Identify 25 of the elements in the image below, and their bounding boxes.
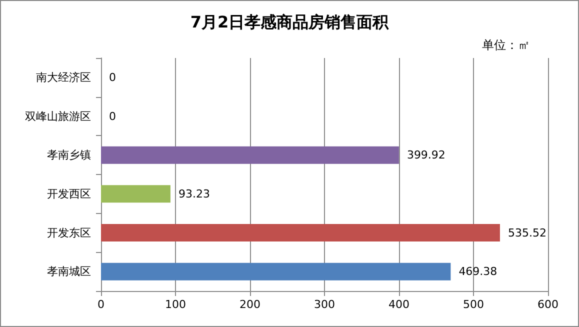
data-label: 399.92 xyxy=(406,148,446,162)
y-tick-label: 孝南乡镇 xyxy=(47,148,91,162)
data-label: 0 xyxy=(109,110,116,123)
x-tick-label: 600 xyxy=(538,298,558,311)
data-label: 469.38 xyxy=(458,265,498,278)
x-tick-label: 300 xyxy=(314,298,335,311)
bar xyxy=(101,185,170,203)
y-tick-label: 开发西区 xyxy=(47,187,91,200)
x-tick-label: 100 xyxy=(165,298,186,311)
bar xyxy=(101,262,451,280)
y-tick-label: 开发东区 xyxy=(47,226,91,240)
text: 单位：㎡ xyxy=(482,38,530,52)
chart-title: 7月2日孝感商品房销售面积 xyxy=(190,12,390,32)
data-label: 93.23 xyxy=(178,187,210,200)
data-label: 535.52 xyxy=(508,226,546,240)
y-tick-label: 南大经济区 xyxy=(36,70,91,84)
x-tick-label: 0 xyxy=(98,298,104,311)
bar xyxy=(101,146,399,164)
x-tick-label: 500 xyxy=(463,298,484,311)
x-tick-label: 400 xyxy=(388,298,410,311)
data-label: 0 xyxy=(109,70,116,84)
y-tick-label: 孝南城区 xyxy=(47,265,91,278)
bar xyxy=(101,224,500,242)
y-tick-label: 双峰山旅游区 xyxy=(25,110,91,123)
x-tick-label: 200 xyxy=(240,298,260,311)
